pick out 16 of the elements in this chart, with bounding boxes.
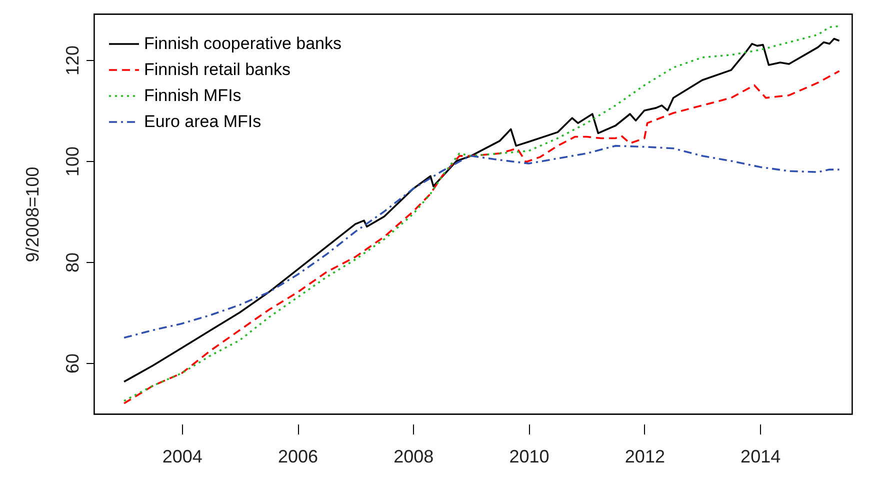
y-tick-label: 120 bbox=[62, 45, 82, 76]
x-tick-label: 2004 bbox=[162, 446, 202, 466]
x-tick-label: 2010 bbox=[509, 446, 550, 466]
x-tick-label: 2006 bbox=[278, 446, 318, 466]
x-tick-label: 2008 bbox=[394, 446, 434, 466]
x-tick-label: 2012 bbox=[624, 446, 665, 466]
line-series bbox=[123, 144, 840, 339]
y-tick-label: 80 bbox=[62, 252, 82, 272]
y-tick-label: 100 bbox=[62, 146, 82, 176]
legend-label: Finnish cooperative banks bbox=[144, 34, 342, 53]
legend-label: Finnish retail banks bbox=[144, 60, 290, 79]
legend-label: Euro area MFIs bbox=[144, 112, 262, 131]
y-axis-title: 9/2008=100 bbox=[22, 166, 42, 262]
y-tick-label: 60 bbox=[62, 353, 82, 374]
x-tick-label: 2014 bbox=[740, 446, 781, 466]
legend-label: Finnish MFIs bbox=[144, 86, 242, 105]
